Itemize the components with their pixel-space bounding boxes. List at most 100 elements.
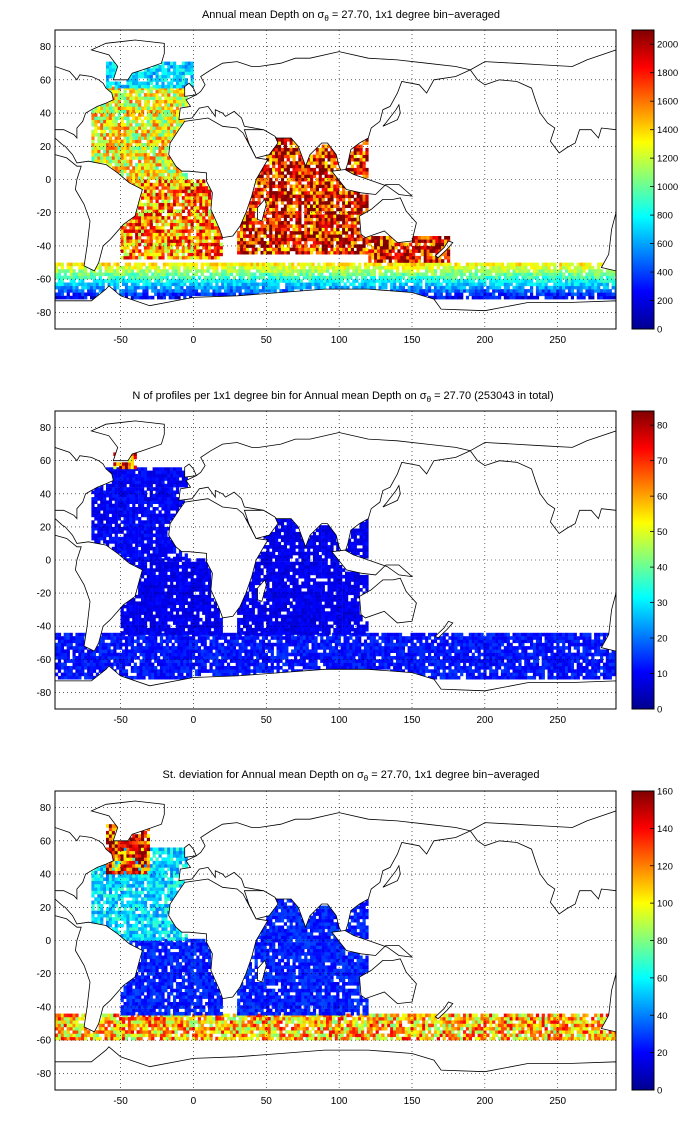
heatmap-cell bbox=[161, 68, 165, 72]
heatmap-cell bbox=[167, 182, 171, 187]
heatmap-cell bbox=[161, 222, 165, 227]
heatmap-cell bbox=[390, 269, 394, 273]
heatmap-cell bbox=[63, 656, 67, 660]
heatmap-cell bbox=[146, 109, 150, 114]
heatmap-cell bbox=[168, 652, 172, 657]
heatmap-cell bbox=[170, 232, 174, 237]
heatmap-cell bbox=[69, 282, 73, 287]
heatmap-cell bbox=[251, 197, 255, 202]
heatmap-cell bbox=[155, 99, 159, 104]
heatmap-cell bbox=[283, 237, 287, 242]
heatmap-cell bbox=[304, 221, 308, 225]
heatmap-cell bbox=[291, 265, 295, 270]
heatmap-cell bbox=[585, 289, 589, 293]
heatmap-cell bbox=[454, 285, 458, 290]
heatmap-cell bbox=[149, 133, 153, 137]
heatmap-cell bbox=[175, 89, 180, 94]
heatmap-cell bbox=[130, 272, 134, 277]
heatmap-cell bbox=[139, 649, 143, 653]
heatmap-cell bbox=[205, 192, 209, 197]
heatmap-cell bbox=[142, 649, 146, 653]
heatmap-cell bbox=[570, 262, 574, 267]
heatmap-cell bbox=[298, 231, 302, 235]
heatmap-cell bbox=[318, 154, 322, 159]
heatmap-cell bbox=[605, 282, 609, 287]
heatmap-cell bbox=[372, 282, 376, 287]
heatmap-cell bbox=[356, 247, 360, 252]
heatmap-cell bbox=[149, 172, 153, 177]
heatmap-cell bbox=[430, 275, 435, 280]
heatmap-cell bbox=[388, 249, 392, 253]
heatmap-cell bbox=[173, 232, 177, 237]
heatmap-cell bbox=[216, 236, 220, 240]
heatmap-cell bbox=[57, 639, 62, 644]
heatmap-cell bbox=[184, 219, 188, 223]
heatmap-cell bbox=[441, 245, 445, 250]
heatmap-cell bbox=[173, 71, 177, 76]
heatmap-cell bbox=[331, 265, 336, 270]
heatmap-cell bbox=[229, 272, 234, 277]
heatmap-cell bbox=[304, 227, 308, 232]
heatmap-cell bbox=[377, 242, 381, 247]
heatmap-cell bbox=[123, 139, 127, 144]
heatmap-cell bbox=[194, 282, 199, 287]
heatmap-cell bbox=[327, 214, 331, 218]
heatmap-cell bbox=[356, 204, 360, 208]
heatmap-cell bbox=[157, 279, 161, 283]
heatmap-cell bbox=[126, 126, 130, 130]
heatmap-cell bbox=[353, 161, 357, 165]
heatmap-cell bbox=[143, 209, 148, 213]
heatmap-cell bbox=[295, 151, 299, 155]
heatmap-cell bbox=[298, 167, 302, 172]
heatmap-cell bbox=[157, 265, 161, 270]
heatmap-cell bbox=[314, 279, 318, 283]
heatmap-cell bbox=[186, 666, 190, 670]
heatmap-cell bbox=[365, 154, 369, 159]
heatmap-cell bbox=[142, 262, 146, 267]
heatmap-cell bbox=[333, 221, 337, 225]
heatmap-cell bbox=[190, 209, 194, 213]
heatmap-cell bbox=[272, 157, 276, 162]
heatmap-cell bbox=[283, 184, 287, 189]
heatmap-cell bbox=[594, 289, 598, 293]
heatmap-cell bbox=[248, 241, 252, 245]
heatmap-cell bbox=[330, 221, 334, 225]
heatmap-cell bbox=[154, 289, 158, 293]
heatmap-cell bbox=[199, 222, 203, 227]
heatmap-cell bbox=[158, 192, 162, 197]
heatmap-cell bbox=[356, 244, 360, 248]
heatmap-cell bbox=[379, 252, 384, 257]
heatmap-cell bbox=[114, 89, 118, 94]
heatmap-cell bbox=[457, 285, 461, 290]
heatmap-cell bbox=[506, 292, 510, 297]
heatmap-cell bbox=[146, 162, 150, 167]
heatmap-cell bbox=[238, 272, 242, 277]
heatmap-cell bbox=[162, 672, 166, 677]
heatmap-cell bbox=[157, 289, 161, 293]
heatmap-cell bbox=[159, 272, 164, 277]
heatmap-cell bbox=[512, 272, 516, 277]
heatmap-cell bbox=[175, 212, 180, 217]
heatmap-cell bbox=[498, 272, 502, 277]
heatmap-cell bbox=[158, 189, 162, 194]
heatmap-cell bbox=[266, 201, 270, 205]
heatmap-cell bbox=[251, 234, 255, 238]
heatmap-cell bbox=[355, 269, 359, 273]
heatmap-cell bbox=[426, 236, 430, 240]
heatmap-cell bbox=[362, 171, 366, 175]
heatmap-cell bbox=[327, 167, 331, 172]
heatmap-cell bbox=[170, 186, 174, 190]
heatmap-cell bbox=[149, 74, 153, 79]
heatmap-cell bbox=[336, 224, 340, 228]
heatmap-cell bbox=[272, 221, 276, 225]
heatmap-cell bbox=[544, 295, 548, 300]
heatmap-cell bbox=[547, 289, 551, 293]
heatmap-cell bbox=[582, 269, 586, 273]
heatmap-cell bbox=[254, 217, 258, 222]
heatmap-cell bbox=[425, 282, 429, 287]
heatmap-cell bbox=[199, 199, 203, 203]
heatmap-cell bbox=[232, 275, 236, 280]
heatmap-cell bbox=[608, 279, 612, 283]
heatmap-cell bbox=[135, 146, 139, 150]
heatmap-cell bbox=[310, 231, 314, 235]
